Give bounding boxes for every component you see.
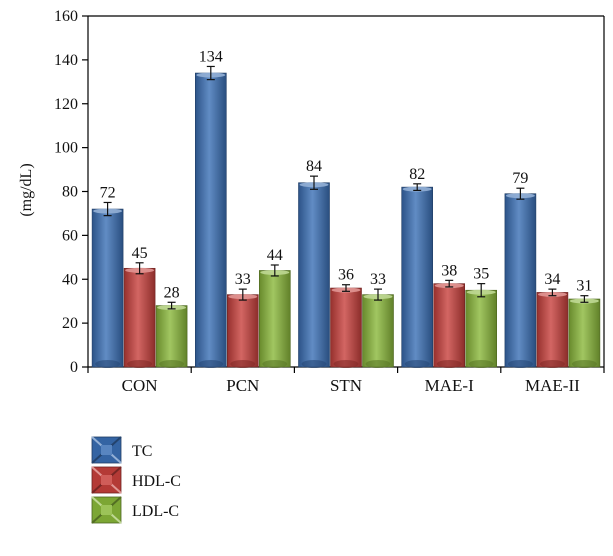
y-tick-label: 140 bbox=[54, 52, 78, 69]
legend-item-tc: TC bbox=[91, 436, 152, 464]
bar-hdl-c-con bbox=[123, 267, 156, 368]
bar-base-shadow bbox=[95, 360, 121, 368]
bar-tc-con bbox=[91, 208, 124, 368]
y-tick-label: 20 bbox=[62, 315, 78, 332]
bar-base-shadow bbox=[159, 360, 185, 368]
data-label: 33 bbox=[235, 271, 251, 288]
y-tick-label: 160 bbox=[54, 8, 78, 25]
legend-label: TC bbox=[132, 443, 152, 460]
bar-base-shadow bbox=[198, 360, 224, 368]
legend-item-ldl-c: LDL-C bbox=[91, 496, 179, 524]
y-tick-label: 60 bbox=[62, 227, 78, 244]
legend-label: LDL-C bbox=[132, 503, 179, 520]
legend: TC HDL-C LDL-C bbox=[91, 436, 181, 524]
x-category-label: PCN bbox=[226, 376, 259, 395]
bar-base-shadow bbox=[404, 360, 430, 368]
bar-base-shadow bbox=[127, 360, 153, 368]
x-category-label: MAE-II bbox=[525, 376, 580, 395]
plot-area: 0 20 40 60 80 100 120 140 160 CON 72 45 28 PCN 134 33 44… bbox=[54, 8, 605, 395]
bar-hdl-c-stn bbox=[330, 287, 362, 368]
x-category-label: STN bbox=[330, 376, 362, 395]
bar-ldl-c-mae-i bbox=[465, 289, 498, 368]
data-label: 35 bbox=[473, 266, 489, 283]
bar-tc-pcn bbox=[195, 72, 227, 368]
bar-ldl-c-con bbox=[155, 305, 188, 368]
bar-base-shadow bbox=[539, 360, 565, 368]
data-label: 44 bbox=[267, 247, 283, 264]
y-tick-label: 0 bbox=[70, 359, 78, 376]
bar-ldl-c-mae-ii bbox=[568, 298, 601, 368]
bar-base-shadow bbox=[333, 360, 359, 368]
bar-base-shadow bbox=[507, 360, 533, 368]
bar-tc-stn bbox=[298, 182, 330, 368]
data-label: 36 bbox=[338, 267, 354, 284]
bar-base-shadow bbox=[301, 360, 327, 368]
y-axis-title: (mg/dL) bbox=[18, 163, 35, 216]
y-tick-label: 120 bbox=[54, 96, 78, 113]
bar-base-shadow bbox=[468, 360, 494, 368]
legend-swatch-center bbox=[101, 445, 112, 455]
y-tick-label: 80 bbox=[62, 184, 78, 201]
bar-hdl-c-mae-ii bbox=[536, 292, 569, 368]
bar-base-shadow bbox=[436, 360, 462, 368]
bar-tc-mae-i bbox=[401, 186, 434, 368]
legend-label: HDL-C bbox=[132, 473, 181, 490]
data-label: 28 bbox=[164, 284, 180, 301]
legend-swatch-center bbox=[101, 475, 112, 485]
data-label: 82 bbox=[409, 166, 425, 183]
y-tick-label: 100 bbox=[54, 140, 78, 157]
x-category-label: CON bbox=[122, 376, 158, 395]
bar-tc-mae-ii bbox=[504, 193, 537, 368]
bar-ldl-c-stn bbox=[362, 294, 394, 368]
data-label: 72 bbox=[100, 184, 116, 201]
legend-item-hdl-c: HDL-C bbox=[91, 466, 181, 494]
data-label: 79 bbox=[512, 170, 528, 187]
bar-base-shadow bbox=[365, 360, 391, 368]
y-tick-label: 40 bbox=[62, 271, 78, 288]
bar-base-shadow bbox=[262, 360, 288, 368]
legend-swatch-center bbox=[101, 505, 112, 515]
data-label: 33 bbox=[370, 271, 386, 288]
data-label: 31 bbox=[576, 278, 592, 295]
bar-hdl-c-pcn bbox=[227, 294, 259, 368]
data-label: 38 bbox=[441, 262, 457, 279]
bar-hdl-c-mae-i bbox=[433, 283, 466, 368]
bar-ldl-c-pcn bbox=[258, 270, 291, 368]
data-label: 45 bbox=[132, 245, 148, 262]
data-label: 134 bbox=[199, 48, 223, 65]
x-category-label: MAE-I bbox=[425, 376, 474, 395]
data-label: 34 bbox=[544, 271, 560, 288]
data-label: 84 bbox=[306, 158, 322, 175]
bar-base-shadow bbox=[230, 360, 256, 368]
bar-base-shadow bbox=[571, 360, 597, 368]
